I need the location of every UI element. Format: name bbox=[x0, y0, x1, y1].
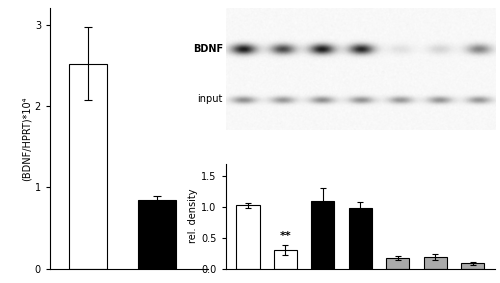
Text: ***: *** bbox=[148, 208, 166, 218]
Bar bbox=[69, 64, 107, 269]
Bar bbox=[236, 205, 260, 269]
Text: **: ** bbox=[280, 231, 291, 241]
Bar bbox=[424, 257, 446, 269]
Y-axis label: (BDNF/HPRT)*10⁴: (BDNF/HPRT)*10⁴ bbox=[22, 97, 32, 181]
Bar bbox=[348, 208, 372, 269]
Bar bbox=[386, 258, 409, 269]
Bar bbox=[312, 201, 334, 269]
Text: BDNF: BDNF bbox=[193, 44, 223, 54]
Bar bbox=[274, 250, 297, 269]
Y-axis label: rel. density: rel. density bbox=[188, 189, 198, 243]
Text: input: input bbox=[198, 94, 223, 104]
Legend: wt, tg: wt, tg bbox=[282, 14, 317, 40]
Bar bbox=[138, 200, 175, 269]
Bar bbox=[461, 263, 484, 269]
